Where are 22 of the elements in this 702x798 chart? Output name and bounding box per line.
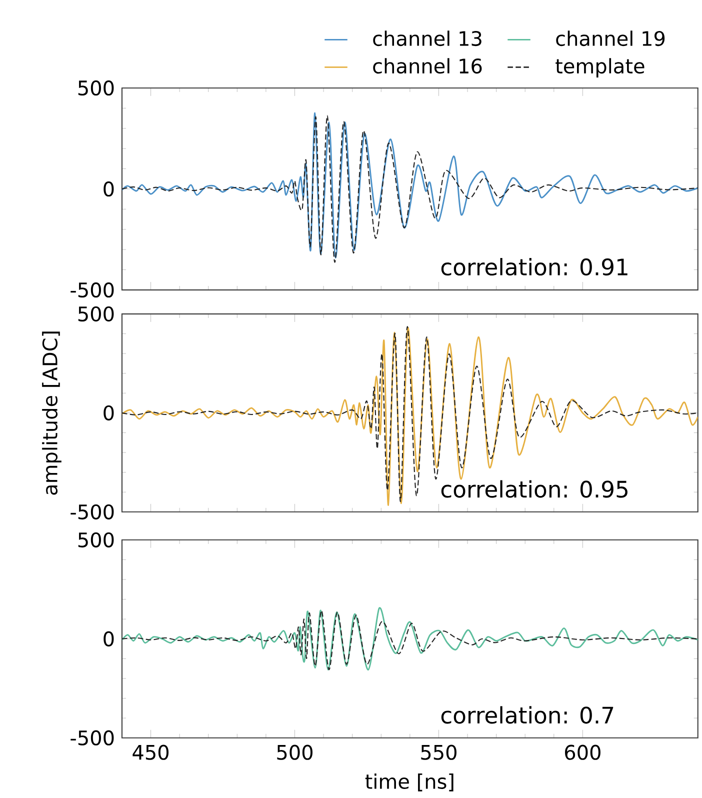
x-tick-label: 550 (421, 744, 457, 760)
legend-label: template (556, 58, 644, 78)
annotation: correlation: 0.95 (441, 480, 628, 498)
legend-label: channel 13 (373, 30, 482, 46)
x-tick-label: 450 (132, 744, 169, 760)
annotation: correlation: 0.91 (441, 258, 628, 276)
x-tick-label: 500 (277, 744, 313, 760)
y-axis-title: amplitude [ADC] (42, 332, 62, 495)
y-tick-label: -500 (70, 504, 114, 520)
y-tick-label: -500 (70, 730, 114, 746)
y-tick-label: 500 (78, 306, 114, 322)
x-tick-label: 600 (565, 744, 600, 760)
y-tick-label: -500 (70, 282, 114, 298)
y-tick-label: 500 (78, 532, 114, 548)
y-tick-label: 0 (104, 181, 114, 197)
annotation: correlation: 0.7 (441, 706, 614, 724)
text: channel 16 (373, 58, 482, 74)
y-tick-label: 500 (78, 80, 114, 96)
y-tick-label: 0 (104, 631, 114, 646)
x-axis-title: time [ns] (365, 774, 454, 792)
y-tick-label: 0 (104, 405, 114, 420)
text: channel 19 (556, 30, 665, 46)
